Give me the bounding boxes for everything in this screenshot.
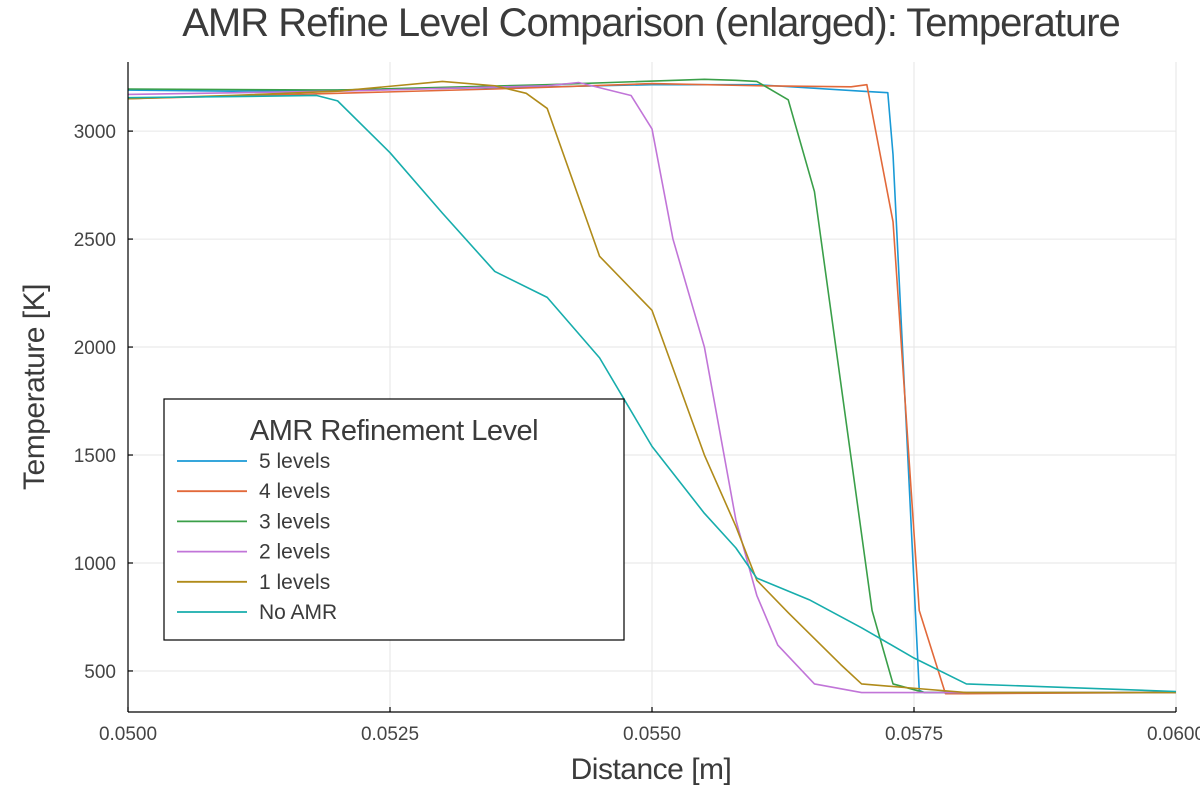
series-line-no-amr <box>127 94 1177 693</box>
legend-box <box>163 398 625 641</box>
legend-item-label: 5 levels <box>259 450 330 473</box>
x-tick-label: 0.0575 <box>885 724 943 745</box>
legend-item-label: 2 levels <box>259 541 330 564</box>
y-tick-labels: 500 1000 1500 2000 2500 3000 <box>74 122 116 683</box>
y-tick-label: 2000 <box>74 338 116 359</box>
x-tick-label: 0.0500 <box>99 724 157 745</box>
y-tick-label: 1500 <box>74 446 116 467</box>
legend-item-label: 3 levels <box>259 510 330 533</box>
y-axis-label: Temperature [K] <box>18 284 51 490</box>
y-tick-label: 2500 <box>74 230 116 251</box>
x-axis-label: Distance [m] <box>571 753 732 786</box>
series-line-4-levels <box>127 82 1177 695</box>
x-tick-labels: 0.0500 0.0525 0.0550 0.0575 0.0600 <box>99 724 1200 745</box>
legend-item-label: 4 levels <box>259 480 330 503</box>
axes <box>127 62 1177 713</box>
legend: AMR Refinement Level 5 levels 4 levels 3 l… <box>163 398 625 641</box>
legend-item-label: No AMR <box>259 601 337 624</box>
chart-title: AMR Refine Level Comparison (enlarged): … <box>182 1 1120 45</box>
y-tick-label: 3000 <box>74 122 116 143</box>
x-tick-label: 0.0525 <box>361 724 419 745</box>
legend-title: AMR Refinement Level <box>250 415 538 447</box>
x-tick-label: 0.0550 <box>623 724 681 745</box>
legend-item-label: 1 levels <box>259 571 330 594</box>
series-line-2-levels <box>127 81 1176 694</box>
series-lines <box>127 78 1177 695</box>
series-line-1-levels <box>127 80 1176 694</box>
legend-items: 5 levels 4 levels 3 levels 2 levels 1 levels… <box>177 450 337 624</box>
x-tick-label: 0.0600 <box>1147 724 1200 745</box>
y-tick-label: 1000 <box>74 554 116 575</box>
y-tick-label: 500 <box>84 662 116 683</box>
